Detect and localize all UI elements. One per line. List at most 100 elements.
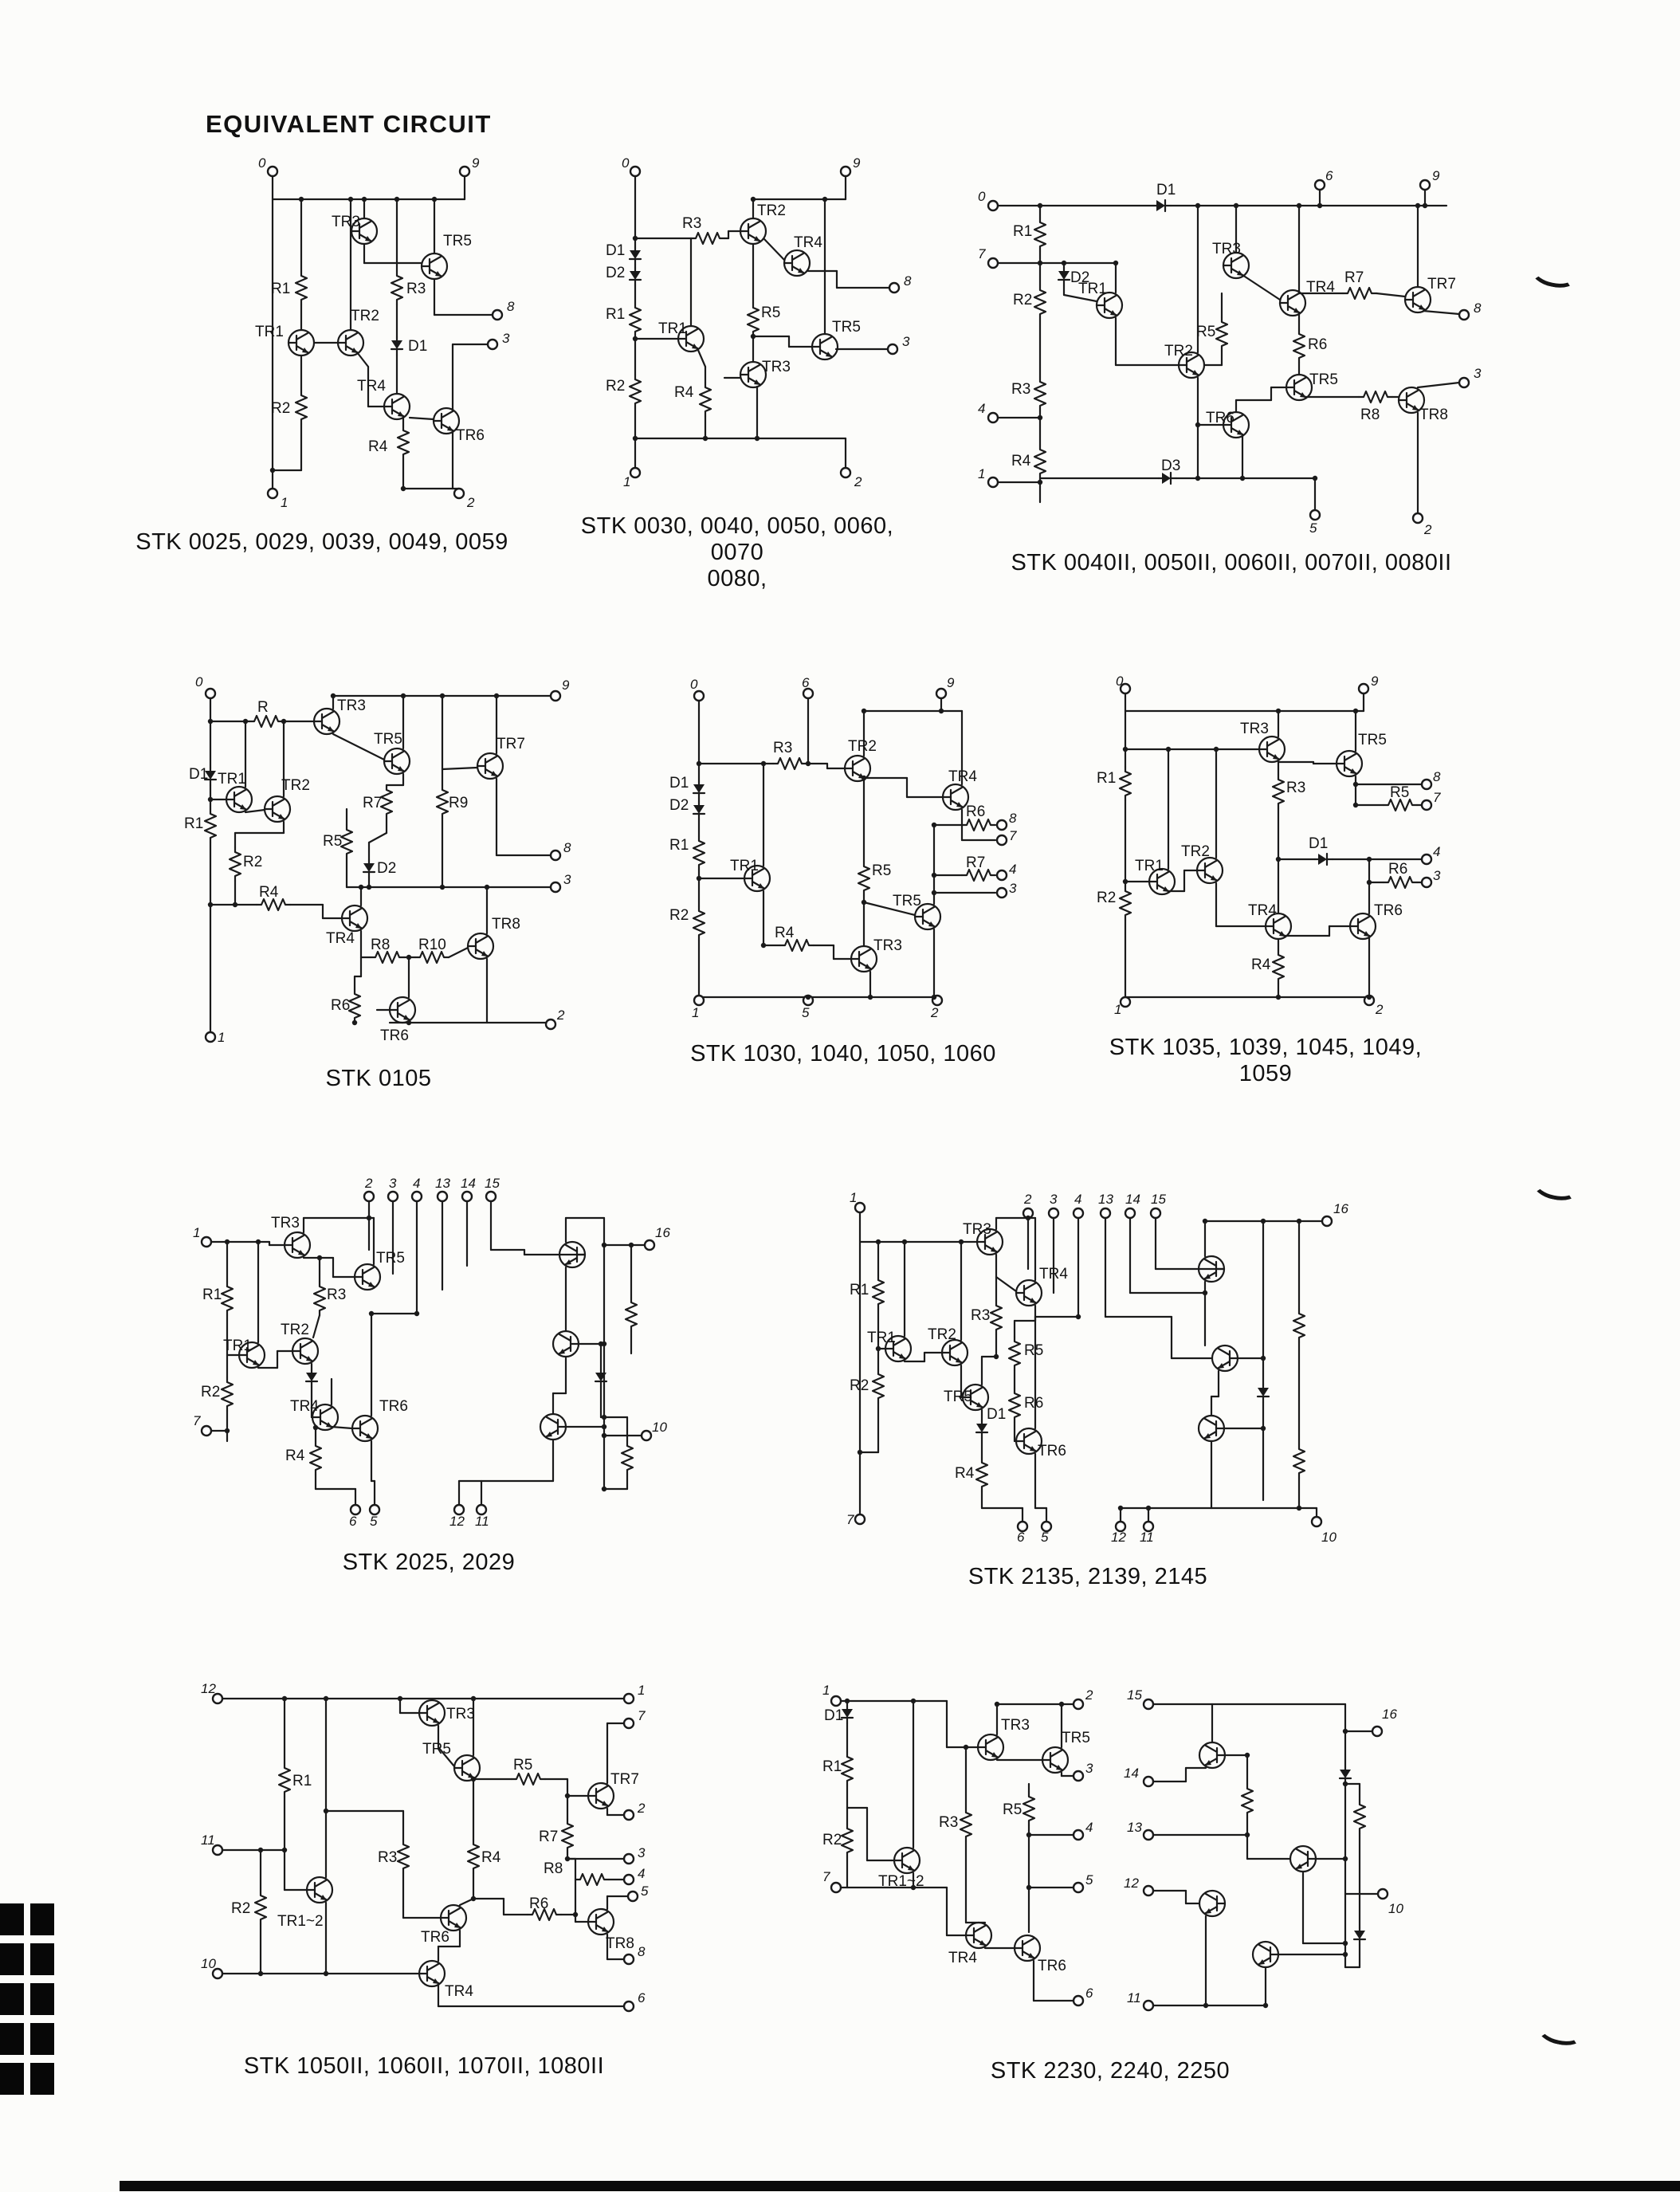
circuit-figure-stk0105: 0 TR3 R D1 R1 TR1 TR2 R2 TR5 R7 R9 TR7 9 8 D2 3 R5 R4 TR4 R…	[179, 666, 578, 1092]
component-label: TR2	[1164, 343, 1193, 359]
component-label: R1	[1097, 770, 1116, 787]
pin-number-label: 11	[475, 1514, 489, 1529]
component-label: R8	[544, 1860, 563, 1877]
terminal	[1072, 1770, 1085, 1782]
pin-number-label: 4	[978, 401, 985, 416]
junction-dot	[843, 1697, 851, 1705]
component-label: TR7	[610, 1771, 639, 1788]
transistor	[1348, 912, 1377, 941]
schematic-stk0105: 0 TR3 R D1 R1 TR1 TR2 R2 TR5 R7 R9 TR7 9 8 D2 3 R5 R4 TR4 R…	[184, 674, 571, 1045]
junction-dot	[1365, 878, 1373, 886]
component-label: R4	[481, 1849, 501, 1866]
transistor	[843, 754, 872, 783]
component-label: R2	[271, 400, 290, 417]
component-label: TR5	[374, 731, 402, 748]
resistor	[989, 1299, 1003, 1336]
component-label: TR3	[1240, 721, 1269, 737]
pin-number-label: 7	[1009, 828, 1017, 843]
pin-number-label: 4	[1009, 862, 1016, 877]
pin-number-label: 9	[1371, 674, 1379, 689]
pin-number-label: 5	[802, 1005, 810, 1020]
junction-dot	[469, 1775, 477, 1783]
component-label: TR1	[867, 1330, 896, 1346]
terminal	[1309, 509, 1321, 521]
resistor	[959, 1806, 973, 1843]
component-label: R2	[1013, 292, 1032, 308]
transistor	[453, 1754, 481, 1782]
terminal	[1072, 1829, 1085, 1841]
component-label: TR2	[1181, 843, 1210, 860]
junction-dot	[297, 195, 305, 203]
terminal	[987, 257, 999, 269]
component-label: R4	[259, 884, 279, 901]
transistor	[1015, 1279, 1043, 1307]
junction-dot	[1316, 202, 1324, 210]
diode	[628, 246, 642, 266]
wire	[1416, 381, 1461, 389]
transistor	[1197, 1414, 1226, 1443]
terminal	[629, 466, 642, 479]
component-label: TR1~2	[277, 1913, 324, 1930]
junction-dot	[347, 195, 355, 203]
diode	[975, 1419, 989, 1440]
pin-number-label: 0	[978, 189, 986, 204]
scan-edge-bar	[120, 2181, 1680, 2191]
pin-number-label: 15	[1151, 1192, 1166, 1207]
resistor	[1033, 375, 1047, 412]
junction-dot	[257, 1970, 265, 1978]
transistor	[336, 328, 365, 357]
transistor	[418, 1959, 446, 1988]
component-label: D1	[1156, 182, 1176, 198]
caption-stk0040ii: STK 0040II, 0050II, 0060II, 0070II, 0080…	[1011, 550, 1452, 575]
pin-number-label: 5	[641, 1884, 649, 1899]
pin-number-label: 10	[1321, 1530, 1337, 1545]
resistor	[771, 756, 808, 771]
pin-number-label: 10	[201, 1956, 216, 1971]
resistor	[253, 1889, 268, 1926]
terminal	[387, 1190, 399, 1203]
junction-dot	[405, 1019, 413, 1027]
pin-number-label: 4	[1085, 1820, 1093, 1835]
component-label: D1	[987, 1406, 1006, 1423]
terminal	[1119, 996, 1132, 1008]
resistor	[396, 1838, 410, 1875]
terminal	[622, 2000, 635, 2013]
component-label: D2	[1070, 269, 1089, 286]
component-label: TR2	[757, 202, 786, 219]
caption-stk1050ii: STK 1050II, 1060II, 1070II, 1080II	[243, 2053, 605, 2079]
component-label: TR5	[832, 319, 861, 336]
schematic-stk2230: 1 D1 R1 R2 TR1~2 7 TR3 TR5 2 3 R3 R5 4 5 TR4 TR6 6 15 14 13…	[822, 1683, 1403, 2012]
resistor	[975, 1456, 989, 1493]
terminal	[995, 869, 1008, 882]
junction-dot	[430, 195, 438, 203]
component-label: TR5	[1062, 1730, 1090, 1746]
component-label: TR6	[379, 1398, 408, 1415]
caption-stk2230: STK 2230, 2240, 2250	[990, 2058, 1231, 2084]
terminal	[1124, 1207, 1136, 1220]
terminal	[1371, 1725, 1384, 1738]
component-label: R3	[939, 1814, 958, 1831]
pin-number-label: 3	[389, 1176, 397, 1191]
junction-dot	[1352, 780, 1360, 788]
terminal	[1072, 1881, 1085, 1894]
pin-number-label: 1	[281, 495, 288, 510]
junction-dot	[1025, 1831, 1033, 1839]
terminal	[410, 1190, 423, 1203]
component-label: R4	[1011, 453, 1031, 469]
terminal	[1420, 799, 1433, 811]
terminal	[1313, 179, 1326, 191]
pin-number-label: 10	[652, 1420, 667, 1435]
junction-dot	[329, 692, 337, 700]
junction-dot	[281, 1695, 289, 1703]
diode	[304, 1368, 319, 1389]
transistor	[383, 747, 411, 776]
component-label: R1	[1013, 223, 1032, 240]
circuit-figure-stk0040ii: 0 D1 6 9 7 R1 D2 R2 TR1 TR3 TR4 R5 R6 R7 TR7 8 TR2 TR5 R8 T…	[976, 168, 1486, 576]
pin-number-label: 16	[655, 1225, 670, 1240]
transistor	[1041, 1746, 1070, 1774]
terminal	[1149, 1207, 1162, 1220]
junction-dot	[223, 1427, 231, 1435]
pin-number-label: 1	[978, 466, 985, 481]
wire	[441, 766, 479, 771]
